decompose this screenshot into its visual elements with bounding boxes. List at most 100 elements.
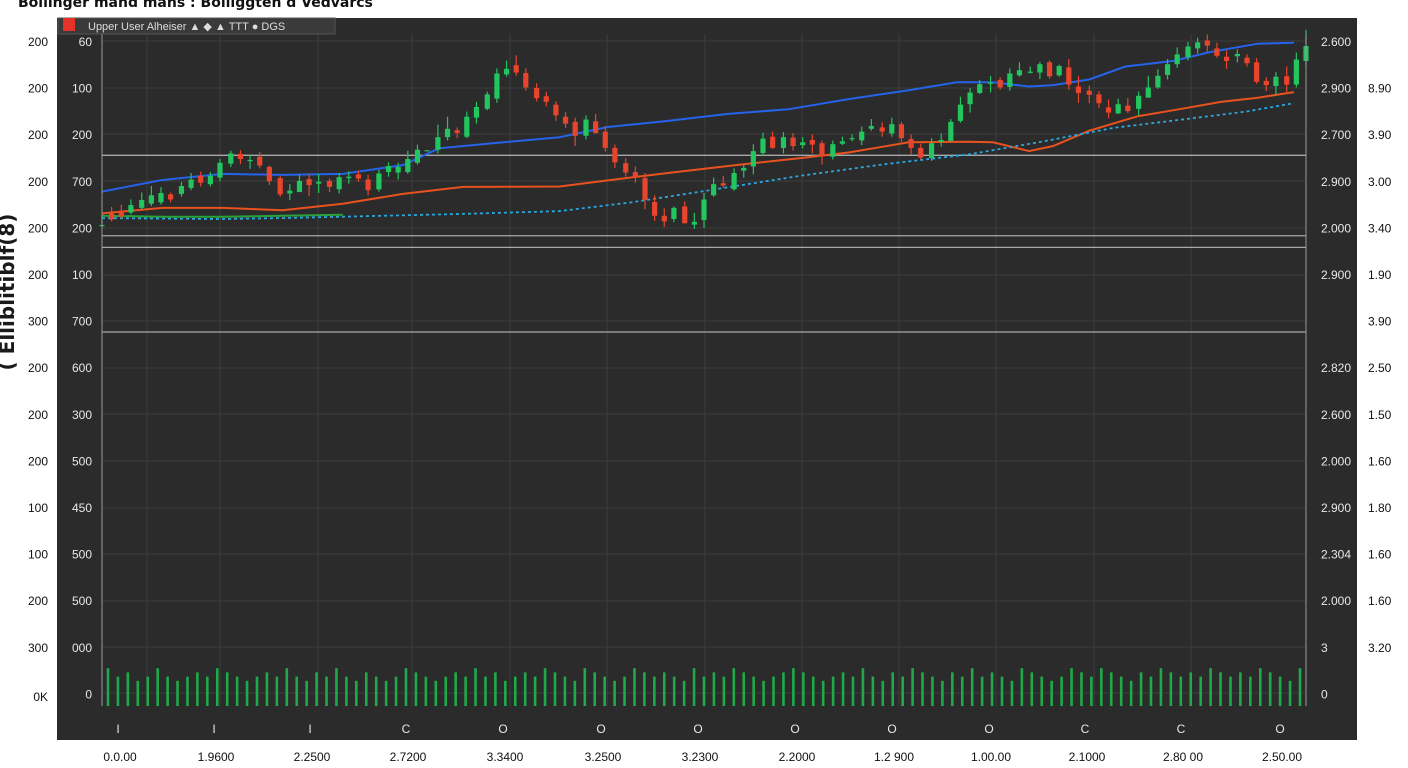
candle xyxy=(701,192,707,228)
right-inner-tick-label: 2.000 xyxy=(1321,221,1351,235)
candle-body xyxy=(701,199,707,220)
candle-body xyxy=(652,201,658,216)
candle-body xyxy=(148,195,154,204)
candle xyxy=(109,206,115,222)
legend[interactable]: Upper User Alheiser ▲ ◆ ▲ TTT ● DGS xyxy=(57,17,336,35)
volume-bar xyxy=(931,676,934,706)
candle xyxy=(612,144,618,168)
candle-body xyxy=(1037,64,1043,73)
volume-bar xyxy=(891,672,895,706)
candle xyxy=(967,87,973,113)
candle xyxy=(494,68,500,103)
candle xyxy=(188,172,194,191)
candle xyxy=(1027,66,1033,74)
volume-bar xyxy=(990,672,994,706)
volume-bar xyxy=(225,672,229,706)
candle-body xyxy=(435,137,441,150)
candle-body xyxy=(1027,71,1033,73)
volume-bar xyxy=(1239,672,1242,706)
volume-bar xyxy=(1149,676,1153,706)
x-tick-label: 1.2 900 xyxy=(874,750,914,764)
volume-bar xyxy=(603,676,606,706)
candle-body xyxy=(513,65,519,73)
candle-body xyxy=(424,150,430,152)
volume-bar xyxy=(1040,676,1044,706)
candle-body xyxy=(879,127,885,132)
grid-layer xyxy=(102,34,1306,706)
volume-bar xyxy=(762,680,765,706)
volume-bar xyxy=(315,672,318,706)
candle xyxy=(346,171,352,184)
candle xyxy=(395,162,401,180)
candle-body xyxy=(237,153,244,160)
candle xyxy=(859,126,865,146)
left-outer-tick-label: 200 xyxy=(28,175,48,189)
candle xyxy=(1075,75,1082,103)
candle-body xyxy=(750,151,756,167)
volume-bar xyxy=(553,672,557,706)
volume-bar xyxy=(1189,672,1193,706)
volume-bar xyxy=(285,668,289,706)
x-axis-letter: I xyxy=(212,722,215,736)
candle-body xyxy=(316,181,322,184)
candle-body xyxy=(1234,53,1240,57)
volume-bar xyxy=(414,672,418,706)
candle xyxy=(623,158,629,177)
candle xyxy=(414,144,421,165)
volume-bar xyxy=(1288,680,1292,706)
candle xyxy=(168,192,174,203)
candle xyxy=(1273,72,1279,95)
candle-body xyxy=(957,104,964,121)
candle-body xyxy=(336,177,342,190)
candle-body xyxy=(770,136,776,148)
candle-body xyxy=(217,162,223,178)
candle xyxy=(1244,54,1250,67)
volume-bar xyxy=(901,676,904,706)
x-tick-label: 3.3400 xyxy=(487,750,524,764)
right-outer-tick-label: 3.20 xyxy=(1368,641,1392,655)
candle xyxy=(849,134,855,142)
volume-bar xyxy=(474,668,477,706)
candle xyxy=(572,117,578,147)
candle xyxy=(602,126,608,152)
left-inner-tick-label: 450 xyxy=(72,501,92,515)
x-axis-letter: O xyxy=(1275,722,1284,736)
volume-bar xyxy=(692,668,696,706)
candle-body xyxy=(473,106,480,118)
x-tick-label: 2.1000 xyxy=(1069,750,1106,764)
candle-body xyxy=(849,138,855,140)
candle-body xyxy=(691,221,697,225)
volume-bar xyxy=(533,676,537,706)
candle xyxy=(1254,58,1260,84)
candle-body xyxy=(731,172,737,190)
candle-body xyxy=(948,121,954,141)
candle-body xyxy=(612,147,618,163)
left-inner-tick-label: 100 xyxy=(72,82,92,96)
candle-body xyxy=(918,147,924,158)
volume-bar xyxy=(851,676,855,706)
volume-bar xyxy=(970,668,974,706)
candle-body xyxy=(780,137,787,148)
candle xyxy=(148,186,154,207)
volume-bar xyxy=(146,676,150,706)
candle-body xyxy=(1273,76,1279,87)
candle xyxy=(1195,37,1201,54)
volume-bar xyxy=(951,672,954,706)
candle-body xyxy=(898,124,905,139)
candle-body xyxy=(128,205,134,213)
right-outer-tick-label: 8.90 xyxy=(1368,82,1392,96)
candle xyxy=(228,150,234,167)
left-outer-tick-label: 200 xyxy=(28,82,48,96)
volume-bar xyxy=(1109,672,1113,706)
candle-body xyxy=(287,190,293,194)
candle-body xyxy=(444,128,451,138)
x-tick-label: 2.80 00 xyxy=(1163,750,1203,764)
x-axis-letter: C xyxy=(402,722,411,736)
candle xyxy=(424,150,430,152)
volume-bar xyxy=(782,672,785,706)
candle xyxy=(385,162,392,177)
volume-bar xyxy=(662,672,666,706)
x-tick-label: 2.2500 xyxy=(294,750,331,764)
volume-bar xyxy=(623,676,626,706)
